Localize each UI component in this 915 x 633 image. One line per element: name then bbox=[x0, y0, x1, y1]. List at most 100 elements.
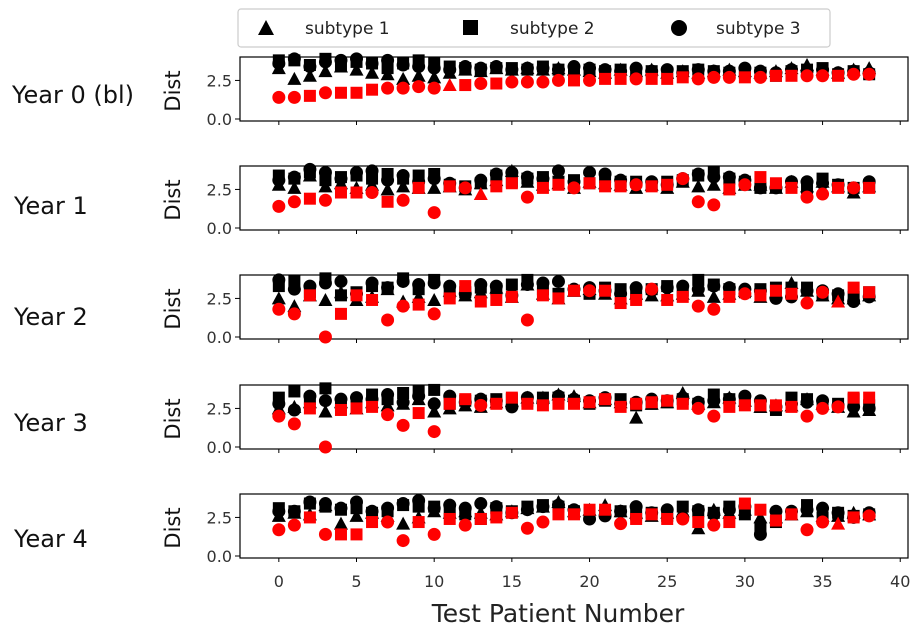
red-square-point bbox=[630, 398, 642, 410]
circle-point bbox=[568, 60, 581, 73]
legend-marker-square bbox=[463, 20, 478, 35]
red-circle-point bbox=[801, 69, 814, 82]
y-tick-label: 2.5 bbox=[207, 180, 232, 199]
red-square-point bbox=[490, 78, 502, 90]
circle-point bbox=[630, 281, 643, 294]
x-tick-label: 5 bbox=[351, 572, 361, 591]
red-circle-point bbox=[692, 195, 705, 208]
red-square-point bbox=[646, 73, 658, 85]
circle-point bbox=[428, 62, 441, 75]
red-circle-point bbox=[738, 287, 751, 300]
red-square-point bbox=[832, 70, 844, 82]
red-circle-point bbox=[692, 300, 705, 313]
circle-point bbox=[661, 281, 674, 294]
red-circle-point bbox=[428, 307, 441, 320]
y-tick-label: 2.5 bbox=[207, 508, 232, 527]
red-circle-point bbox=[816, 69, 829, 82]
red-circle-point bbox=[428, 82, 441, 95]
circle-point bbox=[428, 502, 441, 515]
red-square-point bbox=[335, 528, 347, 540]
red-circle-point bbox=[707, 519, 720, 532]
red-square-point bbox=[304, 289, 316, 301]
x-tick-label: 20 bbox=[579, 572, 599, 591]
circle-point bbox=[474, 62, 487, 75]
red-circle-point bbox=[832, 400, 845, 413]
circle-point bbox=[412, 60, 425, 73]
red-circle-point bbox=[801, 523, 814, 536]
red-square-point bbox=[475, 296, 487, 308]
y-axis-label: Dist bbox=[161, 507, 185, 548]
red-square-point bbox=[304, 90, 316, 102]
circle-point bbox=[303, 496, 316, 509]
red-square-point bbox=[444, 398, 456, 410]
circle-point bbox=[552, 275, 565, 288]
red-square-point bbox=[615, 297, 627, 309]
circle-point bbox=[366, 277, 379, 290]
circle-point bbox=[723, 503, 736, 516]
circle-point bbox=[521, 62, 534, 75]
circle-point bbox=[381, 388, 394, 401]
circle-point bbox=[288, 403, 301, 416]
panel-row-label: Year 3 bbox=[13, 409, 88, 437]
red-circle-point bbox=[474, 77, 487, 90]
red-circle-point bbox=[397, 82, 410, 95]
red-square-point bbox=[584, 396, 596, 408]
y-tick-label: 0.0 bbox=[207, 110, 232, 129]
red-square-point bbox=[848, 282, 860, 294]
circle-point bbox=[474, 278, 487, 291]
circle-point bbox=[443, 499, 456, 512]
y-axis-label: Dist bbox=[161, 179, 185, 220]
circle-point bbox=[397, 275, 410, 288]
circle-point bbox=[552, 164, 565, 177]
red-circle-point bbox=[428, 206, 441, 219]
red-square-point bbox=[599, 504, 611, 516]
red-square-point bbox=[335, 187, 347, 199]
circle-point bbox=[536, 62, 549, 75]
circle-point bbox=[583, 166, 596, 179]
red-square-point bbox=[304, 511, 316, 523]
red-square-point bbox=[661, 513, 673, 525]
panel-2: Year 2 Dist0.02.5 bbox=[13, 272, 908, 347]
red-circle-point bbox=[319, 441, 332, 454]
circle-point bbox=[288, 283, 301, 296]
circle-point bbox=[319, 394, 332, 407]
circle-point bbox=[397, 169, 410, 182]
circle-point bbox=[521, 503, 534, 516]
red-square-point bbox=[382, 196, 394, 208]
red-circle-point bbox=[521, 522, 534, 535]
red-square-point bbox=[646, 396, 658, 408]
red-circle-point bbox=[474, 399, 487, 412]
red-square-point bbox=[459, 79, 471, 91]
circle-point bbox=[381, 174, 394, 187]
circle-point bbox=[707, 394, 720, 407]
x-tick-label: 10 bbox=[424, 572, 444, 591]
red-square-point bbox=[459, 393, 471, 405]
circle-point bbox=[334, 275, 347, 288]
circle-point bbox=[288, 52, 301, 65]
x-axis-label: Test Patient Number bbox=[431, 599, 685, 628]
panel-3: Year 3 Dist0.02.5 bbox=[13, 382, 908, 457]
circle-point bbox=[319, 166, 332, 179]
red-square-point bbox=[661, 73, 673, 85]
red-square-point bbox=[335, 87, 347, 99]
red-square-point bbox=[770, 515, 782, 527]
red-circle-point bbox=[863, 509, 876, 522]
square-point bbox=[335, 289, 347, 301]
red-circle-point bbox=[707, 303, 720, 316]
red-square-point bbox=[335, 308, 347, 320]
legend-label-subtype-3: subtype 3 bbox=[716, 19, 801, 39]
red-square-point bbox=[754, 171, 766, 183]
red-square-point bbox=[366, 516, 378, 528]
y-tick-label: 2.5 bbox=[207, 71, 232, 90]
red-circle-point bbox=[288, 195, 301, 208]
red-square-point bbox=[552, 292, 564, 304]
red-square-point bbox=[444, 513, 456, 525]
red-square-point bbox=[770, 399, 782, 411]
circle-point bbox=[630, 500, 643, 513]
red-square-point bbox=[785, 288, 797, 300]
circle-point bbox=[272, 273, 285, 286]
circle-point bbox=[397, 59, 410, 72]
circle-point bbox=[692, 283, 705, 296]
circle-point bbox=[350, 391, 363, 404]
red-circle-point bbox=[692, 402, 705, 415]
